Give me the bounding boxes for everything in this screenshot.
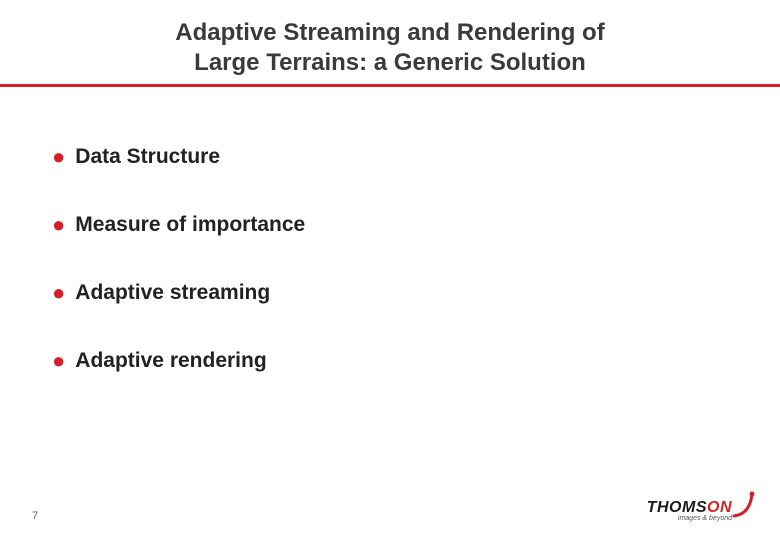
slide-title: Adaptive Streaming and Rendering of Larg… [100, 18, 680, 78]
title-block: Adaptive Streaming and Rendering of Larg… [40, 18, 740, 78]
logo-tagline: images & beyond [678, 515, 732, 522]
logo-main: THOMSON images & beyond [647, 499, 732, 522]
title-line-2: Large Terrains: a Generic Solution [194, 49, 586, 76]
slide-container: Adaptive Streaming and Rendering of Larg… [0, 0, 780, 540]
slide-footer: 7 THOMSON images & beyond [32, 490, 756, 522]
logo-text-part-2: ON [707, 499, 732, 516]
bullet-label: Measure of importance [75, 213, 305, 237]
bullet-icon: ● [52, 146, 65, 168]
bullet-icon: ● [52, 282, 65, 304]
bullet-label: Adaptive streaming [75, 281, 270, 305]
thomson-logo: THOMSON images & beyond [647, 490, 756, 522]
content-area: ● Data Structure ● Measure of importance… [40, 87, 740, 373]
bullet-label: Adaptive rendering [75, 349, 266, 373]
logo-text-part-1: THOMS [647, 499, 707, 516]
list-item: ● Measure of importance [52, 213, 740, 237]
page-number: 7 [32, 510, 38, 522]
list-item: ● Data Structure [52, 145, 740, 169]
bullet-label: Data Structure [75, 145, 220, 169]
title-line-1: Adaptive Streaming and Rendering of [175, 19, 604, 46]
list-item: ● Adaptive rendering [52, 349, 740, 373]
logo-arc-icon [732, 490, 756, 518]
bullet-icon: ● [52, 350, 65, 372]
list-item: ● Adaptive streaming [52, 281, 740, 305]
bullet-icon: ● [52, 214, 65, 236]
